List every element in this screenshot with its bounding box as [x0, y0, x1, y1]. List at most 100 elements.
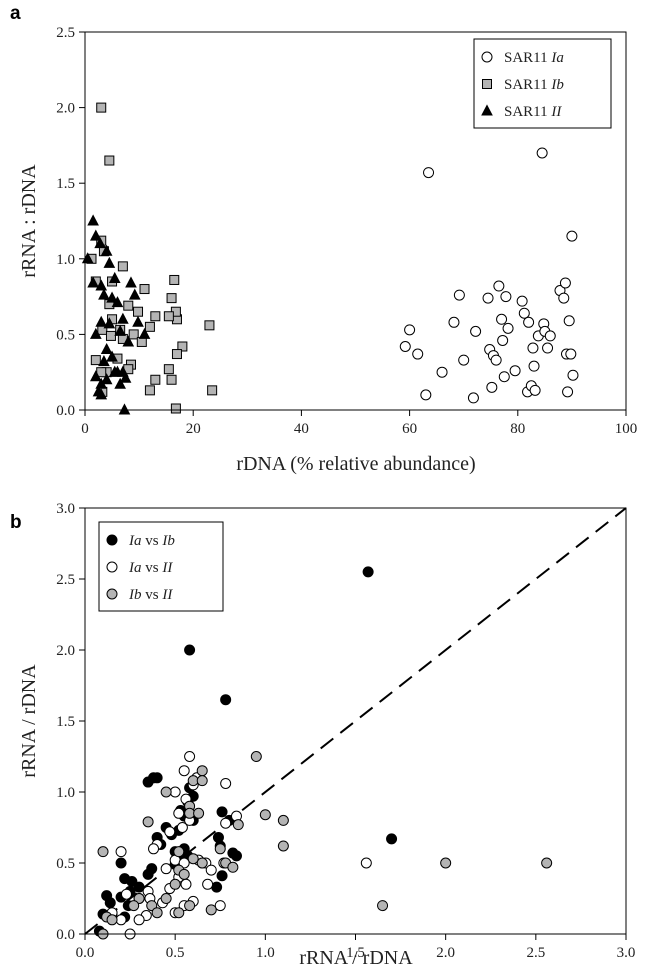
panel-a-point-ia [467, 392, 479, 404]
panel-a-point-ib [170, 403, 181, 414]
panel-b-point-ib-vs-ii [184, 807, 196, 819]
panel-a-point-ib [166, 374, 177, 385]
panel-a-point-ia [420, 389, 432, 401]
panel-a-point-ia [448, 316, 460, 328]
panel-b-point-ia-vs-ii [205, 864, 217, 876]
panel-a-point-ia [562, 386, 574, 398]
panel-a-point-ii [117, 312, 129, 324]
panel-a-point-ii [95, 315, 108, 327]
panel-a-point-ia [529, 384, 541, 396]
panel-a-letter: a [10, 3, 21, 24]
panel-b-point-ia-vs-ii [120, 888, 132, 900]
panel-b-point-ia-vs-ii [173, 807, 185, 819]
panel-a-point-ia [482, 292, 494, 304]
panel-a-point-ib [144, 385, 155, 396]
panel-a-point-ia [490, 354, 502, 366]
panel-b-point-ib-vs-ii [106, 914, 118, 926]
panel-a-point-ib [96, 102, 107, 113]
panel-b-point-ia-vs-ib [115, 857, 127, 869]
panel-a-point-ia [399, 340, 411, 352]
panel-b-legend-label-ia-vs-ii: Ia vs II [128, 560, 173, 576]
panel-a-point-ii [114, 324, 126, 336]
panel-a-point-ia [436, 366, 448, 378]
panel-a-point-ii [89, 370, 102, 382]
panel-a-point-ii [100, 373, 113, 385]
panel-a-point-ia [523, 316, 535, 328]
panel-b-point-ia-vs-ib [142, 868, 154, 880]
panel-a-point-ii [119, 371, 132, 383]
panel-a-point-ia [496, 313, 508, 325]
panel-a-point-ib [166, 293, 177, 304]
panel-a-legend-marker-ii [481, 104, 493, 116]
panel-b-point-ib-vs-ii [277, 840, 289, 852]
panel-b-y-tick-label: 2.0 [56, 643, 75, 659]
panel-b-point-ib-vs-ii [173, 846, 185, 858]
panel-b-letter: b [10, 512, 22, 533]
panel-a-point-ii [106, 350, 118, 362]
panel-a-points [81, 102, 579, 415]
panel-b-point-ia-vs-ii [160, 863, 172, 875]
panel-a-point-ii [125, 276, 137, 288]
panel-b-legend-label-ia-vs-ib: Ia vs Ib [128, 533, 175, 549]
panel-a-point-ii [94, 237, 106, 249]
panel-a-point-ii [132, 315, 144, 327]
panel-a-point-ib [150, 374, 161, 385]
panel-a-x-tick-label: 0 [81, 421, 89, 437]
panel-a-point-ib [204, 320, 215, 331]
panel-b-legend-box [98, 521, 224, 612]
panel-a-plot-frame [84, 31, 627, 411]
panel-a-point-ib [207, 385, 218, 396]
panel-a-point-ii [87, 276, 99, 288]
panel-b-point-ia-vs-ib [151, 772, 163, 784]
panel-a-point-ib [123, 300, 134, 311]
panel-a-point-ia [536, 147, 548, 159]
panel-b-point-ia-vs-ib [216, 870, 228, 882]
panel-a-y-tick-label: 1.0 [56, 252, 75, 268]
panel-a-point-ib [105, 330, 116, 341]
panel-b-legend-marker-ia-vs-ii [106, 561, 118, 573]
panel-a-point-ib [169, 274, 180, 285]
panel-a-x-tick-label: 100 [615, 421, 638, 437]
panel-a-legend-label-ib: SAR11 Ib [504, 77, 564, 93]
panel-a-point-ia [498, 371, 510, 383]
panel-b-x-tick-label: 0.0 [76, 945, 95, 961]
panel-b-point-ib-vs-ii [128, 900, 140, 912]
panel-a-x-tick-label: 80 [510, 421, 525, 437]
panel-b-point-ib-vs-ii [142, 816, 154, 828]
panel-a-point-ii [100, 342, 113, 355]
panel-b-x-tick-label: 2.5 [526, 945, 545, 961]
panel-a-point-ii [98, 355, 110, 367]
panel-a-point-ii [122, 335, 135, 347]
panel-a-point-ia [404, 324, 416, 336]
panel-b-y-tick-label: 3.0 [56, 501, 75, 517]
panel-b-point-ib-vs-ii [259, 809, 271, 821]
panel-a-point-ib [144, 321, 155, 332]
panel-b-point-ib-vs-ii [97, 846, 109, 858]
panel-a-point-ii [98, 288, 110, 300]
panel-a-point-ii [103, 256, 116, 268]
panel-a-point-ib [117, 261, 128, 272]
panel-a-point-ia [516, 295, 528, 307]
panel-b-point-ib-vs-ii [178, 868, 190, 880]
panel-b-legend-label-ib-vs-ii: Ib vs II [128, 587, 173, 603]
panel-a-point-ib [104, 155, 115, 166]
panel-b-point-ia-vs-ii [184, 751, 196, 762]
panel-b-y-tick-label: 0.0 [56, 927, 75, 943]
panel-a-point-ii [95, 388, 108, 400]
panel-a-point-ii [89, 229, 102, 241]
panel-b-point-ib-vs-ii [160, 786, 172, 798]
panel-a-x-tick-label: 60 [402, 421, 417, 437]
panel-a-point-ii [138, 327, 151, 339]
panel-b-point-ia-vs-ib [142, 776, 154, 788]
panel-b-point-ia-vs-ii [115, 914, 127, 926]
panel-a-y-tick-label: 0.5 [56, 327, 75, 343]
panel-a-legend-box [473, 38, 612, 129]
panel-b-point-ia-vs-ii [133, 914, 145, 926]
panel-a-x-tick-label: 20 [186, 421, 201, 437]
panel-b-point-ia-vs-ii [360, 857, 372, 869]
panel-b-legend-marker-ia-vs-ib [106, 534, 118, 546]
panel-a-y-tick-label: 2.0 [56, 101, 75, 117]
panel-b-point-ib-vs-ii [277, 814, 289, 826]
panel-b-point-ib-vs-ii [196, 775, 208, 787]
panel-a-point-ii [118, 403, 131, 415]
